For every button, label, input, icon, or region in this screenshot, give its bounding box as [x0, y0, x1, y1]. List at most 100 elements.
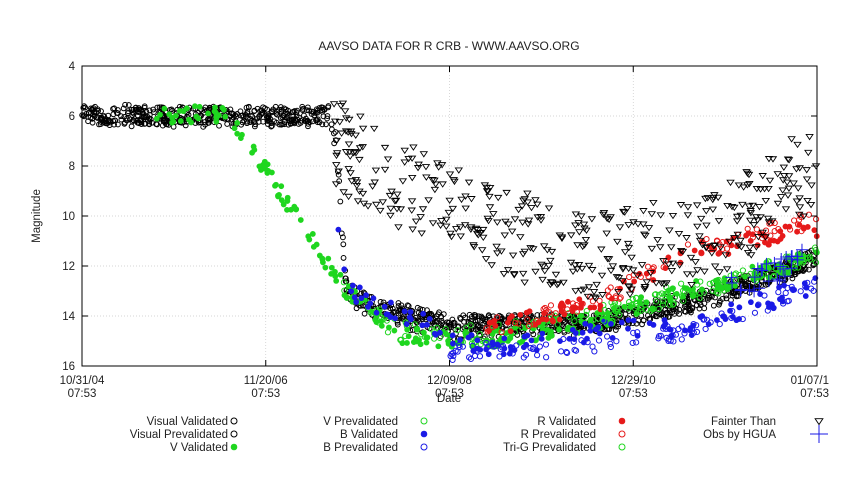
data-point [676, 247, 686, 255]
data-point [457, 196, 466, 204]
data-point [721, 275, 728, 282]
data-point [479, 226, 488, 234]
data-point [720, 287, 728, 294]
data-point [269, 122, 275, 129]
data-point [573, 242, 582, 249]
data-point [325, 103, 332, 109]
data-point [536, 217, 546, 224]
data-point [508, 252, 518, 259]
data-point [722, 266, 732, 273]
data-point [106, 122, 113, 129]
data-point [336, 103, 346, 110]
data-point [341, 292, 348, 299]
data-point [170, 118, 177, 125]
data-point [261, 158, 268, 165]
data-point [743, 281, 749, 288]
data-point [245, 103, 252, 110]
series-fainter-than [329, 100, 821, 303]
data-point [124, 110, 131, 117]
data-point [606, 267, 616, 275]
data-point [284, 194, 291, 201]
data-point [522, 351, 530, 358]
data-point [702, 244, 711, 251]
data-point [559, 279, 568, 287]
data-point [456, 233, 465, 240]
data-point [400, 159, 409, 166]
data-point [407, 198, 417, 205]
data-point [110, 106, 116, 112]
legend-marker [618, 417, 626, 425]
data-point [666, 313, 673, 320]
data-point [371, 167, 381, 174]
data-point [783, 156, 793, 163]
data-point [607, 340, 614, 347]
data-point [391, 197, 401, 205]
data-point [346, 128, 356, 135]
series-visual-validated [80, 104, 820, 336]
data-point [342, 275, 349, 282]
data-point [768, 218, 777, 225]
data-point [718, 310, 725, 317]
data-point [620, 209, 629, 216]
data-point [467, 322, 474, 329]
data-point [471, 225, 481, 233]
data-point [629, 296, 636, 303]
data-point [703, 236, 710, 243]
data-point [337, 198, 344, 205]
data-point [779, 172, 789, 180]
data-point [753, 277, 760, 284]
data-point [439, 320, 446, 326]
data-point [472, 230, 482, 238]
data-point [636, 270, 643, 277]
data-point [376, 207, 385, 215]
data-point [125, 102, 132, 108]
data-point [726, 277, 739, 290]
data-point [128, 123, 135, 130]
data-point [655, 291, 663, 298]
data-point [288, 117, 295, 123]
data-point [613, 338, 620, 345]
data-point [680, 297, 687, 304]
data-point [784, 185, 794, 192]
data-point [205, 110, 211, 117]
data-point [770, 304, 777, 312]
data-point [762, 275, 775, 288]
data-point [618, 266, 628, 273]
data-point [173, 112, 179, 119]
data-point [645, 273, 652, 280]
data-point [457, 336, 463, 343]
data-point [804, 254, 812, 262]
data-point [695, 296, 702, 303]
data-point [182, 122, 189, 129]
data-point [800, 257, 807, 265]
data-point [696, 215, 706, 223]
y-tick-label: 16 [62, 361, 75, 373]
data-point [733, 231, 742, 239]
data-point [764, 185, 773, 193]
data-point [751, 309, 759, 316]
data-point [582, 320, 589, 327]
data-point [739, 267, 747, 274]
data-point [408, 174, 417, 182]
data-point [393, 191, 402, 198]
data-point [341, 266, 348, 273]
data-point [375, 319, 382, 326]
data-point [612, 294, 619, 302]
x-tick-label-date: 11/20/06 [244, 375, 288, 387]
data-point [639, 221, 648, 228]
data-point [468, 313, 475, 320]
data-point [518, 270, 528, 278]
data-point [566, 232, 576, 239]
data-point [328, 121, 335, 128]
y-tick-label: 14 [62, 311, 75, 323]
legend-label: Obs by HGUA [703, 429, 776, 441]
data-point [534, 312, 541, 318]
data-point [344, 193, 353, 201]
data-point [693, 302, 700, 309]
data-point [367, 309, 374, 316]
data-point [212, 104, 218, 111]
data-point [678, 248, 688, 256]
data-point [303, 107, 310, 114]
data-point [714, 285, 722, 293]
